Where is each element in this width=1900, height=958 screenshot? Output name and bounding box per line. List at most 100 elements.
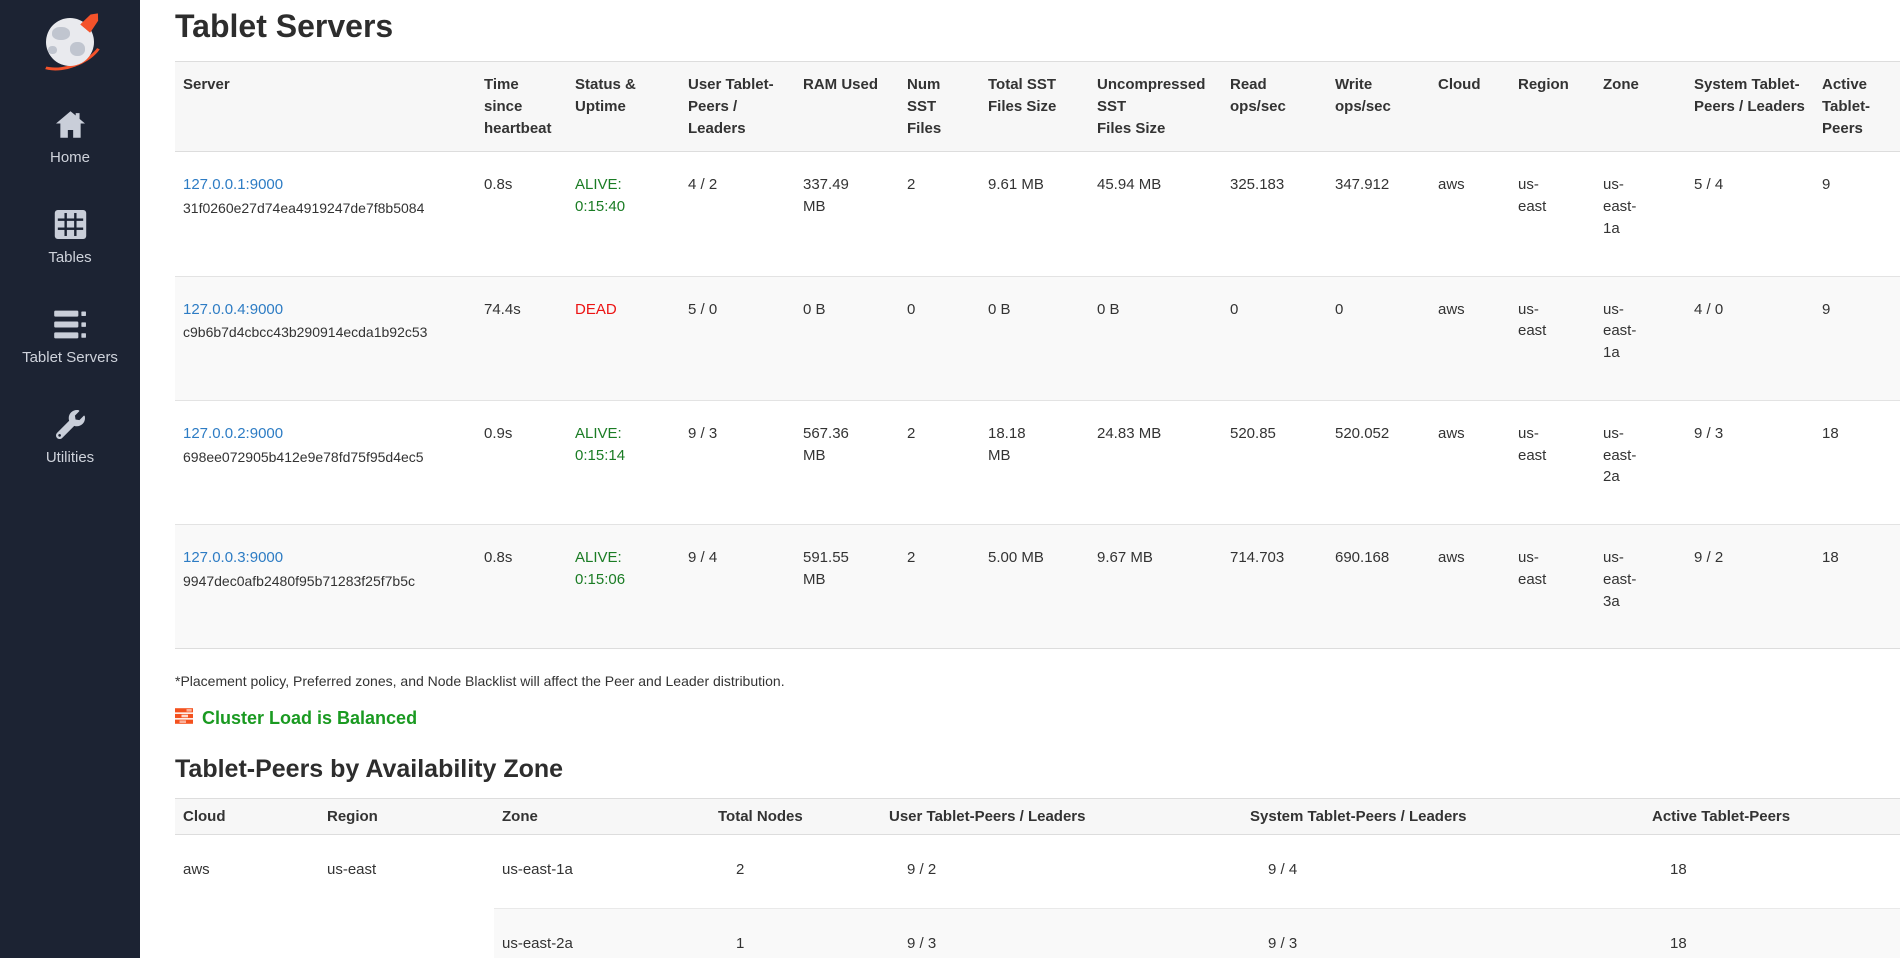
status-label: ALIVE: — [575, 424, 622, 442]
total-nodes-cell: 2 — [736, 861, 745, 879]
placement-footnote: *Placement policy, Preferred zones, and … — [175, 673, 785, 690]
cloud-cell: aws — [1438, 549, 1465, 566]
status-cell: DEAD — [567, 276, 680, 400]
user-peers-cell: 4 / 2 — [688, 176, 718, 194]
sidebar-item-tablet-servers[interactable]: Tablet Servers — [0, 310, 140, 366]
col-system-tablet-peers: System Tablet-Peers / Leaders — [1242, 798, 1644, 836]
sidebar-item-label: Home — [49, 149, 90, 166]
region-cell: us-east — [1518, 176, 1547, 215]
col-heartbeat: Time since heartbeat — [476, 60, 567, 153]
sst-size-cell: 18.18 MB — [988, 424, 1026, 464]
page-title: Tablet Servers — [175, 8, 394, 44]
sst-uncompressed-cell: 0 B — [1097, 300, 1120, 318]
heartbeat-cell: 0.8s — [484, 176, 513, 194]
col-active-tablet-peers: Active Tablet-Peers — [1644, 798, 1900, 836]
write-ops-cell: 690.168 — [1335, 549, 1390, 566]
sidebar-item-utilities[interactable]: Utilities — [0, 410, 140, 466]
col-total-nodes: Total Nodes — [710, 798, 881, 836]
read-ops-cell: 325.183 — [1230, 176, 1285, 194]
num-sst-cell: 2 — [907, 424, 916, 442]
col-cloud: Cloud — [1430, 60, 1510, 153]
tserver-row: 127.0.0.3:9000 9947dec0afb2480f95b71283f… — [175, 524, 1900, 649]
status-cell: ALIVE: 0:15:06 — [567, 525, 680, 649]
read-ops-cell: 520.85 — [1230, 424, 1276, 442]
num-sst-cell: 2 — [907, 549, 916, 566]
status-label: ALIVE: — [575, 176, 622, 194]
status-cell: ALIVE: 0:15:14 — [567, 400, 680, 524]
ram-cell: 0 B — [803, 300, 826, 318]
tablet-peers-by-az-table: Cloud Region Zone Total Nodes User Table… — [175, 798, 1900, 958]
user-peers-cell: 9 / 3 — [907, 935, 937, 953]
active-peers-cell: 18 — [1822, 549, 1839, 566]
col-server: Server — [175, 60, 476, 153]
home-icon — [54, 110, 87, 144]
num-sst-cell: 0 — [907, 300, 916, 318]
write-ops-cell: 0 — [1335, 300, 1344, 318]
status-cell: ALIVE: 0:15:40 — [567, 152, 680, 276]
region-cell: us-east — [327, 861, 377, 879]
tables-icon — [54, 210, 87, 244]
zone-cell: us-east-1a — [502, 861, 573, 879]
active-peers-cell: 18 — [1822, 424, 1839, 442]
sst-uncompressed-cell: 9.67 MB — [1097, 549, 1153, 566]
main-content: Tablet Servers Server Time since heartbe… — [140, 0, 1900, 958]
status-label: ALIVE: — [575, 549, 622, 566]
sst-uncompressed-cell: 45.94 MB — [1097, 176, 1162, 194]
heartbeat-cell: 0.8s — [484, 549, 513, 566]
server-address-link[interactable]: 127.0.0.4:9000 — [183, 300, 284, 318]
sidebar: Home Tables Tablet Servers — [0, 0, 140, 958]
yugabyte-rocket-globe-logo[interactable] — [26, 10, 110, 80]
col-num-sst-files: Num SST Files — [899, 60, 980, 153]
zone-cell: us-east-1a — [1603, 176, 1637, 237]
zone-cell: us-east-3a — [1603, 549, 1637, 610]
cloud-cell: aws — [1438, 176, 1465, 194]
sst-size-cell: 9.61 MB — [988, 176, 1044, 194]
col-user-tablet-peers: User Tablet- Peers / Leaders — [680, 60, 795, 153]
zone-cell: us-east-2a — [502, 935, 573, 953]
region-cell: us-east — [1518, 549, 1547, 588]
zone-cell: us-east-1a — [1603, 300, 1637, 362]
server-address-link[interactable]: 127.0.0.1:9000 — [183, 176, 284, 194]
tserver-row: 127.0.0.1:9000 31f0260e27d74ea4919247de7… — [175, 151, 1900, 276]
ram-cell: 567.36 MB — [803, 424, 849, 464]
active-peers-cell: 9 — [1822, 300, 1831, 318]
system-peers-cell: 4 / 0 — [1694, 300, 1724, 318]
server-uuid: 31f0260e27d74ea4919247de7f8b5084 — [183, 200, 425, 216]
ram-cell: 591.55 MB — [803, 549, 849, 588]
col-user-tablet-peers: User Tablet-Peers / Leaders — [881, 798, 1242, 836]
zone-cell: us-east-2a — [1603, 424, 1637, 486]
utilities-icon — [54, 410, 87, 444]
server-address-link[interactable]: 127.0.0.2:9000 — [183, 424, 284, 442]
sidebar-item-label: Tables — [48, 249, 92, 266]
ram-cell: 337.49 MB — [803, 176, 849, 215]
read-ops-cell: 714.703 — [1230, 549, 1285, 566]
system-peers-cell: 9 / 3 — [1694, 424, 1724, 442]
cluster-load-text: Cluster Load is Balanced — [202, 708, 418, 729]
user-peers-cell: 5 / 0 — [688, 300, 718, 318]
col-read-ops: Read ops/sec — [1222, 60, 1327, 153]
system-peers-cell: 9 / 4 — [1268, 861, 1298, 879]
server-uuid: 698ee072905b412e9e78fd75f95d4ec5 — [183, 448, 424, 465]
sst-size-cell: 5.00 MB — [988, 549, 1044, 566]
tserver-row: 127.0.0.4:9000 c9b6b7d4cbcc43b290914ecda… — [175, 276, 1900, 401]
col-zone: Zone — [494, 798, 710, 836]
col-uncompressed-sst-size: Uncompressed SST Files Size — [1089, 60, 1222, 153]
sidebar-item-tables[interactable]: Tables — [0, 210, 140, 266]
col-active-tablet-peers: Active Tablet- Peers — [1814, 60, 1900, 153]
num-sst-cell: 2 — [907, 176, 916, 194]
col-ram-used: RAM Used — [795, 60, 899, 153]
system-peers-cell: 5 / 4 — [1694, 176, 1724, 194]
cloud-cell: aws — [1438, 424, 1465, 442]
col-status-uptime: Status & Uptime — [567, 60, 680, 153]
heartbeat-cell: 0.9s — [484, 424, 513, 442]
server-address-link[interactable]: 127.0.0.3:9000 — [183, 549, 284, 566]
write-ops-cell: 520.052 — [1335, 424, 1390, 442]
tablet-servers-table: Server Time since heartbeat Status & Upt… — [175, 60, 1900, 650]
sst-size-cell: 0 B — [988, 300, 1011, 318]
sidebar-item-home[interactable]: Home — [0, 110, 140, 166]
sst-uncompressed-cell: 24.83 MB — [1097, 424, 1162, 442]
az-header-row: Cloud Region Zone Total Nodes User Table… — [175, 798, 1900, 836]
sidebar-item-label: Utilities — [45, 449, 95, 466]
user-peers-cell: 9 / 2 — [907, 861, 937, 879]
active-peers-cell: 18 — [1670, 861, 1687, 879]
